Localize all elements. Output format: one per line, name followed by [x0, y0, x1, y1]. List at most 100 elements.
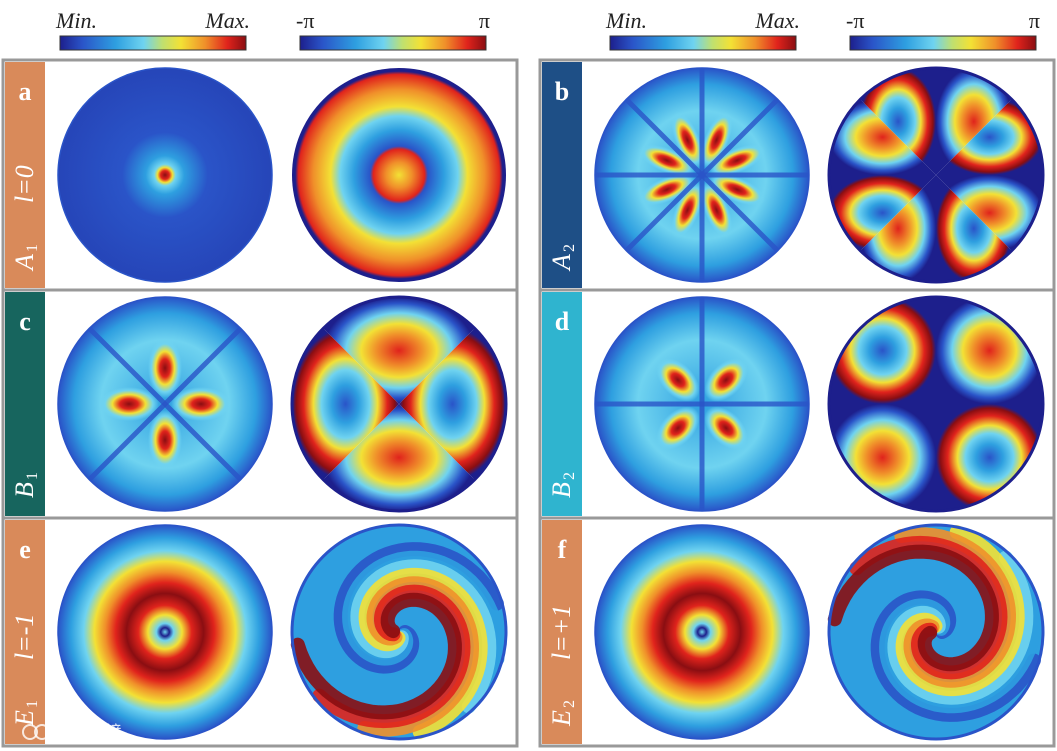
mode-label: E — [10, 710, 39, 727]
mode-label: B — [547, 482, 576, 498]
panel-b: b A 2 — [542, 62, 1045, 288]
order-label: l=0 — [10, 165, 39, 203]
lobe — [171, 387, 231, 421]
lobe — [148, 410, 182, 470]
lobe — [709, 144, 766, 177]
lobe — [638, 144, 695, 177]
colorbar-gradient — [59, 35, 247, 51]
lobe — [700, 111, 733, 168]
lobe — [671, 182, 704, 239]
lobe — [671, 111, 704, 168]
order-label: l=+1 — [547, 605, 576, 660]
colorbar-intensity: Min. Max. — [605, 8, 800, 51]
colorbar-gradient — [299, 35, 487, 51]
phase-sectors — [827, 66, 1045, 284]
panel-e: e E 1 l=-1 — [5, 520, 508, 744]
lobe — [148, 338, 182, 398]
phase-sector — [323, 404, 475, 511]
phase-spiral — [290, 523, 508, 741]
intensity-plot — [57, 67, 273, 283]
colorbar-min-label: -π — [296, 8, 314, 33]
left-frame — [1, 58, 519, 748]
phase-plot — [292, 68, 506, 282]
intensity-lobes — [595, 68, 809, 282]
colorbar-gradient — [849, 35, 1037, 51]
phase-plot — [827, 523, 1045, 741]
phase-sector — [292, 328, 399, 480]
nodal-line — [624, 97, 704, 177]
colorbar-phase: -π π — [846, 8, 1040, 51]
lobe — [704, 406, 748, 450]
nodal-line — [700, 97, 780, 177]
phase-spiral — [827, 523, 1045, 741]
phase-sector — [936, 175, 1043, 251]
mode-tab — [542, 520, 582, 744]
colorbar-max-label: π — [1029, 8, 1040, 33]
mode-subscript: 1 — [24, 472, 41, 480]
lobe — [99, 387, 159, 421]
phase-sector — [323, 297, 475, 404]
phase-sector — [829, 404, 936, 511]
nodal-line — [87, 326, 167, 406]
panel-c: c B 1 — [5, 292, 508, 516]
mode-tab — [5, 520, 45, 744]
phase-plot — [827, 66, 1045, 284]
watermark: 大数跨境 — [22, 723, 122, 743]
phase-plot — [290, 523, 508, 741]
colorbar-min-label: -π — [846, 8, 864, 33]
mode-subscript: 2 — [561, 472, 578, 480]
colorbar-max-label: π — [479, 8, 490, 33]
phase-sector — [829, 99, 936, 175]
nodal-line — [87, 402, 167, 482]
panel-letter: b — [555, 77, 569, 106]
phase-sector — [936, 297, 1043, 404]
nodal-line — [163, 402, 243, 482]
lobe — [704, 358, 748, 402]
mode-subscript: 1 — [24, 244, 41, 252]
lobe — [656, 406, 700, 450]
colorbar-group: Min. Max. -π π Min. Max. -π π — [55, 8, 1040, 51]
phase-sector — [860, 175, 936, 282]
mode-subscript: 2 — [561, 700, 578, 708]
mode-label: A — [547, 254, 576, 272]
colorbar-min-label: Min. — [55, 8, 97, 33]
phase-sector — [399, 328, 506, 480]
order-label: l=-1 — [10, 614, 39, 660]
intensity-plot — [594, 296, 810, 512]
right-frame — [538, 58, 1056, 748]
intensity-lobes — [595, 297, 809, 511]
mode-tab — [542, 62, 582, 288]
mode-subscript: 1 — [24, 700, 41, 708]
lobe — [656, 358, 700, 402]
intensity-plot — [57, 524, 273, 740]
phase-sector — [860, 68, 936, 175]
intensity-plot — [594, 67, 810, 283]
phase-sectors — [827, 295, 1045, 513]
lobe — [700, 182, 733, 239]
lobe — [709, 173, 766, 206]
spiral-arm — [827, 544, 999, 672]
panel-letter: e — [19, 535, 31, 564]
phase-sectors — [290, 295, 508, 513]
phase-plot — [827, 295, 1045, 513]
mode-label: B — [10, 482, 39, 498]
mode-tab — [5, 62, 45, 288]
panel-f: f E 2 l=+1 — [542, 520, 1045, 744]
intensity-lobes — [87, 326, 243, 482]
panel-d: d B 2 — [542, 292, 1045, 516]
phase-sector — [936, 68, 1012, 175]
mode-label: E — [547, 710, 576, 727]
phase-sector — [829, 175, 936, 251]
mode-subscript: 2 — [561, 244, 578, 252]
panel-letter: d — [555, 307, 570, 336]
lobe — [638, 173, 695, 206]
colorbar-intensity: Min. Max. — [55, 8, 250, 51]
colorbar-max-label: Max. — [754, 8, 800, 33]
phase-sector — [829, 297, 936, 404]
nodal-line — [624, 173, 704, 253]
phase-sector — [936, 175, 1012, 282]
panel-letter: f — [558, 535, 567, 564]
phase-sector — [936, 404, 1043, 511]
